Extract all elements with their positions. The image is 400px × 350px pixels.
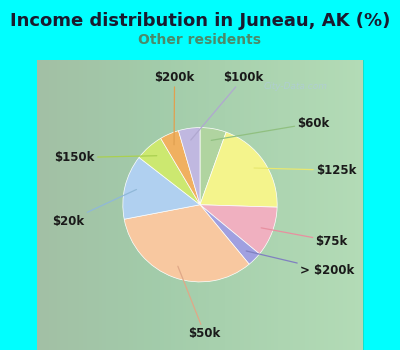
Wedge shape — [200, 205, 277, 254]
Text: $20k: $20k — [52, 189, 136, 228]
Wedge shape — [200, 128, 226, 205]
Text: $60k: $60k — [211, 117, 330, 140]
Wedge shape — [123, 158, 200, 219]
Wedge shape — [200, 132, 277, 207]
Wedge shape — [139, 138, 200, 205]
Text: $75k: $75k — [261, 228, 348, 247]
Text: $50k: $50k — [178, 266, 221, 340]
FancyBboxPatch shape — [33, 57, 367, 350]
Text: Other residents: Other residents — [138, 33, 262, 47]
Text: $125k: $125k — [254, 164, 356, 177]
Wedge shape — [200, 205, 260, 264]
Text: City-Data.com: City-Data.com — [263, 82, 327, 91]
Text: $150k: $150k — [54, 151, 157, 164]
Text: $200k: $200k — [154, 71, 195, 145]
Text: Income distribution in Juneau, AK (%): Income distribution in Juneau, AK (%) — [10, 12, 390, 30]
Wedge shape — [124, 205, 249, 282]
Text: $100k: $100k — [191, 71, 264, 140]
Text: > $200k: > $200k — [246, 251, 354, 276]
Wedge shape — [161, 131, 200, 205]
Wedge shape — [178, 128, 200, 205]
